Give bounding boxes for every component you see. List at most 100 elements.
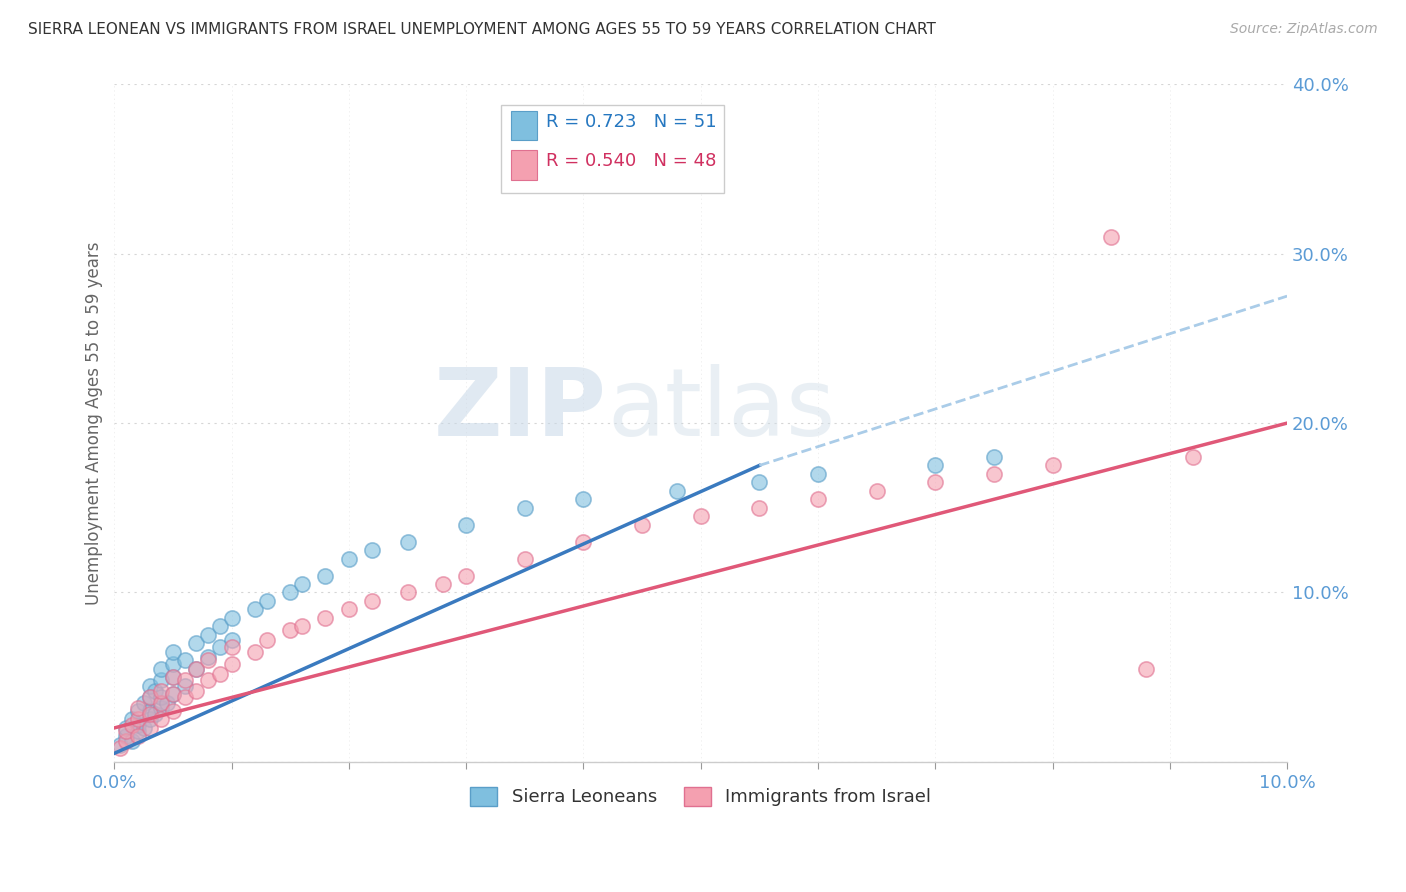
Point: [162, 657, 184, 671]
Point: [138, 690, 160, 705]
Point: [186, 662, 208, 676]
Point: [127, 730, 149, 744]
Point: [396, 534, 419, 549]
Point: [315, 568, 337, 582]
Point: [221, 657, 243, 671]
Point: [162, 645, 184, 659]
Point: [162, 704, 184, 718]
Point: [127, 717, 149, 731]
Point: [983, 450, 1005, 464]
Text: SIERRA LEONEAN VS IMMIGRANTS FROM ISRAEL UNEMPLOYMENT AMONG AGES 55 TO 59 YEARS : SIERRA LEONEAN VS IMMIGRANTS FROM ISRAEL…: [28, 22, 936, 37]
Point: [337, 551, 360, 566]
Point: [186, 662, 208, 676]
Point: [866, 483, 889, 498]
Point: [748, 500, 770, 515]
Y-axis label: Unemployment Among Ages 55 to 59 years: Unemployment Among Ages 55 to 59 years: [86, 242, 103, 605]
Point: [150, 700, 173, 714]
Point: [924, 458, 946, 473]
Point: [256, 632, 278, 647]
Point: [115, 724, 138, 739]
Point: [150, 673, 173, 688]
Point: [173, 653, 195, 667]
Text: Source: ZipAtlas.com: Source: ZipAtlas.com: [1230, 22, 1378, 37]
Point: [150, 683, 173, 698]
Point: [983, 467, 1005, 481]
Point: [278, 585, 301, 599]
Point: [173, 673, 195, 688]
Point: [631, 517, 654, 532]
Point: [121, 734, 143, 748]
Point: [173, 679, 195, 693]
Point: [1099, 230, 1122, 244]
Point: [1042, 458, 1064, 473]
Point: [208, 619, 231, 633]
Point: [807, 467, 830, 481]
Point: [208, 666, 231, 681]
Point: [173, 690, 195, 705]
Point: [138, 721, 160, 735]
Point: [456, 568, 478, 582]
Legend: Sierra Leoneans, Immigrants from Israel: Sierra Leoneans, Immigrants from Israel: [463, 780, 939, 814]
Point: [256, 594, 278, 608]
Point: [432, 577, 454, 591]
Point: [243, 645, 266, 659]
Point: [396, 585, 419, 599]
Point: [115, 734, 138, 748]
Point: [666, 483, 689, 498]
Point: [132, 696, 155, 710]
Point: [186, 683, 208, 698]
Point: [221, 611, 243, 625]
Point: [115, 721, 138, 735]
Point: [197, 673, 219, 688]
Point: [337, 602, 360, 616]
Point: [110, 738, 132, 752]
Point: [208, 640, 231, 654]
Point: [115, 730, 138, 744]
Point: [127, 700, 149, 714]
FancyBboxPatch shape: [510, 150, 537, 179]
Point: [689, 509, 711, 524]
FancyBboxPatch shape: [510, 111, 537, 140]
Point: [572, 492, 595, 507]
Point: [197, 649, 219, 664]
Point: [162, 687, 184, 701]
Point: [197, 653, 219, 667]
Point: [221, 640, 243, 654]
Point: [361, 594, 384, 608]
FancyBboxPatch shape: [502, 104, 724, 193]
Text: atlas: atlas: [607, 364, 835, 456]
Point: [121, 717, 143, 731]
Point: [162, 687, 184, 701]
Point: [138, 713, 160, 727]
Point: [145, 707, 167, 722]
Point: [186, 636, 208, 650]
Point: [132, 721, 155, 735]
Text: R = 0.723   N = 51: R = 0.723 N = 51: [546, 112, 717, 131]
Point: [1182, 450, 1205, 464]
Point: [513, 551, 536, 566]
Text: ZIP: ZIP: [434, 364, 607, 456]
Point: [138, 707, 160, 722]
Point: [156, 696, 179, 710]
Point: [243, 602, 266, 616]
Point: [138, 704, 160, 718]
Point: [162, 670, 184, 684]
Point: [924, 475, 946, 490]
Point: [127, 704, 149, 718]
Point: [456, 517, 478, 532]
Point: [221, 632, 243, 647]
Point: [150, 690, 173, 705]
Point: [150, 713, 173, 727]
Point: [1135, 662, 1157, 676]
Point: [150, 662, 173, 676]
Point: [121, 713, 143, 727]
Point: [278, 623, 301, 637]
Point: [145, 683, 167, 698]
Point: [315, 611, 337, 625]
Text: R = 0.540   N = 48: R = 0.540 N = 48: [546, 152, 716, 170]
Point: [162, 670, 184, 684]
Point: [291, 619, 314, 633]
Point: [138, 690, 160, 705]
Point: [361, 543, 384, 558]
Point: [291, 577, 314, 591]
